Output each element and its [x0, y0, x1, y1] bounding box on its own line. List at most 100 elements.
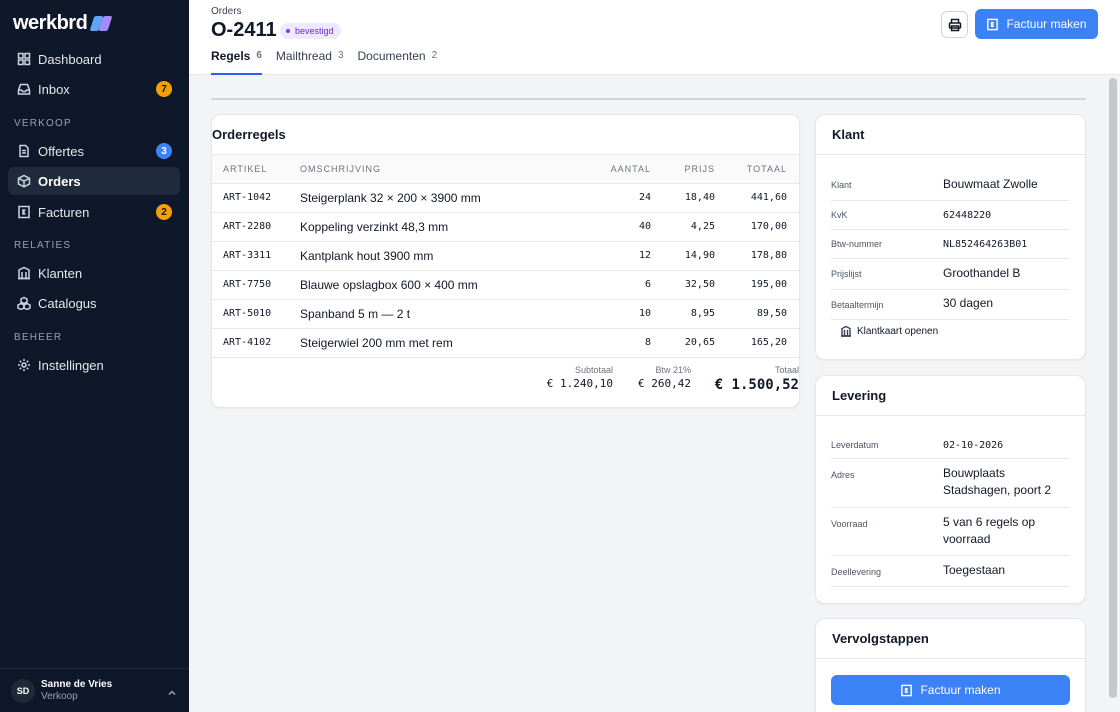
page-title: O-2411: [211, 19, 277, 41]
logo-text: werkbrd: [13, 12, 88, 34]
tab-label: Mailthread: [275, 49, 332, 63]
create-invoice-button[interactable]: Factuur maken: [975, 9, 1098, 39]
column-header-aantal[interactable]: AANTAL: [561, 155, 651, 184]
field-deellevering: Deellevering Toegestaan: [831, 556, 1069, 587]
order-totals: Subtotaal € 1.240,10 Btw 21% € 260,42 To…: [533, 355, 799, 407]
cell-artikel: ART-7750: [212, 270, 300, 300]
table-row[interactable]: ART-5010 Spanband 5 m — 2 t 10 8,95 89,5…: [212, 299, 799, 329]
field-value: 02-10-2026: [943, 440, 1004, 451]
logo[interactable]: werkbrd: [13, 12, 113, 35]
breadcrumb[interactable]: Orders: [211, 6, 242, 17]
cell-totaal: 178,80: [715, 241, 799, 271]
tab-bar: Regels 6 Mailthread 3 Documenten 2: [211, 49, 437, 75]
field-btw-nummer: Btw-nummer NL852464263B01: [831, 230, 1069, 259]
levering-title: Levering: [816, 376, 1085, 416]
subtotal-value: € 1.240,10: [546, 377, 613, 390]
invoice-icon: [986, 18, 999, 31]
cell-artikel: ART-1042: [212, 183, 300, 213]
sidebar-item-instellingen[interactable]: Instellingen: [8, 351, 180, 379]
open-customer-card-button[interactable]: Klantkaart openen: [840, 325, 938, 337]
sidebar-item-dashboard[interactable]: Dashboard: [8, 45, 180, 73]
section-label-relaties: RELATIES: [14, 240, 72, 251]
column-header-totaal[interactable]: TOTAAL: [715, 155, 799, 184]
field-kvk: KvK 62448220: [831, 201, 1069, 230]
user-menu[interactable]: SD Sanne de Vries Verkoop: [0, 668, 189, 712]
chevron-up-icon[interactable]: [167, 685, 177, 696]
table-row[interactable]: ART-4102 Steigerwiel 200 mm met rem 8 20…: [212, 328, 799, 358]
table-row[interactable]: ART-1042 Steigerplank 32 × 200 × 3900 mm…: [212, 183, 799, 213]
grid-icon: [17, 52, 31, 66]
vat-label: Btw 21%: [655, 365, 691, 375]
cell-omschrijving: Steigerplank 32 × 200 × 3900 mm: [300, 183, 561, 213]
table-row[interactable]: ART-3311 Kantplank hout 3900 mm 12 14,90…: [212, 241, 799, 271]
field-klant: Klant Bouwmaat Zwolle: [831, 170, 1069, 201]
grand-total-block: Totaal € 1.500,52: [713, 355, 799, 407]
cell-totaal: 170,00: [715, 212, 799, 242]
order-lines-table: ARTIKEL OMSCHRIJVING AANTAL PRIJS TOTAAL…: [212, 155, 799, 358]
tab-count: 2: [431, 50, 438, 61]
status-label: bevestigd: [295, 26, 334, 36]
vervolgstappen-card: Vervolgstappen Factuur maken: [815, 618, 1086, 712]
cell-omschrijving: Steigerwiel 200 mm met rem: [300, 328, 561, 358]
sidebar-item-inbox[interactable]: Inbox 7: [8, 75, 180, 103]
cell-aantal: 8: [561, 328, 651, 358]
column-header-omschrijving[interactable]: OMSCHRIJVING: [300, 155, 561, 184]
cell-totaal: 195,00: [715, 270, 799, 300]
field-key: Adres: [831, 470, 855, 480]
klant-card: Klant Klant Bouwmaat Zwolle KvK 62448220…: [815, 114, 1086, 360]
next-step-invoice-label: Factuur maken: [920, 683, 1001, 697]
building-icon: [17, 266, 31, 280]
sidebar-item-orders[interactable]: Orders: [8, 167, 180, 195]
facturen-count-badge: 2: [156, 204, 172, 220]
sidebar-item-facturen[interactable]: Facturen 2: [8, 198, 180, 226]
cell-prijs: 20,65: [651, 328, 715, 358]
tab-regels[interactable]: Regels 6: [211, 49, 262, 75]
field-value: 5 van 6 regels op voorraad: [943, 515, 1036, 546]
create-invoice-label: Factuur maken: [1006, 17, 1087, 31]
vat-block: Btw 21% € 260,42: [627, 355, 691, 407]
column-header-artikel[interactable]: ARTIKEL: [212, 155, 300, 184]
tab-label: Documenten: [357, 49, 426, 63]
sidebar-item-klanten[interactable]: Klanten: [8, 259, 180, 287]
field-betaaltermijn: Betaaltermijn 30 dagen: [831, 290, 1069, 320]
box-icon: [17, 174, 31, 188]
orderregels-card: Orderregels ARTIKEL OMSCHRIJVING AANTAL …: [211, 114, 800, 408]
field-prijslijst: Prijslijst Groothandel B: [831, 259, 1069, 290]
cell-omschrijving: Koppeling verzinkt 48,3 mm: [300, 212, 561, 242]
field-value: Groothandel B: [943, 266, 1021, 280]
klant-title: Klant: [816, 115, 1085, 155]
table-header-row: ARTIKEL OMSCHRIJVING AANTAL PRIJS TOTAAL: [212, 155, 799, 184]
field-value[interactable]: Bouwmaat Zwolle: [943, 177, 1038, 191]
tab-mailthread[interactable]: Mailthread 3: [276, 49, 344, 75]
tab-label: Regels: [211, 49, 251, 63]
sidebar-item-label: Inbox: [38, 81, 70, 97]
status-dot-icon: [286, 29, 290, 33]
building-icon: [840, 325, 852, 337]
content-scrollbar[interactable]: [1106, 75, 1120, 712]
sidebar-item-catalogus[interactable]: Catalogus: [8, 289, 180, 317]
cell-aantal: 12: [561, 241, 651, 271]
card-title: Orderregels: [212, 115, 799, 155]
cell-prijs: 14,90: [651, 241, 715, 271]
vervolgstappen-title: Vervolgstappen: [816, 619, 1085, 659]
print-button[interactable]: [941, 11, 968, 38]
sidebar-item-offertes[interactable]: Offertes 3: [8, 137, 180, 165]
field-value: 62448220: [943, 210, 992, 221]
table-row[interactable]: ART-2280 Koppeling verzinkt 48,3 mm 40 4…: [212, 212, 799, 242]
inbox-icon: [17, 82, 31, 96]
scrollbar-thumb[interactable]: [1109, 78, 1117, 698]
sidebar-item-label: Offertes: [38, 143, 85, 159]
column-header-prijs[interactable]: PRIJS: [651, 155, 715, 184]
cell-prijs: 18,40: [651, 183, 715, 213]
field-value: Bouwplaats Stadshagen, poort 2: [943, 466, 1052, 497]
sidebar-item-label: Dashboard: [38, 51, 102, 67]
sidebar-item-label: Catalogus: [38, 295, 97, 311]
next-step-invoice-button[interactable]: Factuur maken: [831, 675, 1070, 705]
cell-artikel: ART-3311: [212, 241, 300, 271]
subtotal-block: Subtotaal € 1.240,10: [533, 355, 613, 407]
tab-documenten[interactable]: Documenten 2: [358, 49, 438, 75]
table-row[interactable]: ART-7750 Blauwe opslagbox 600 × 400 mm 6…: [212, 270, 799, 300]
field-key: Voorraad: [831, 519, 868, 529]
cell-totaal: 89,50: [715, 299, 799, 329]
field-value: 30 dagen: [943, 296, 994, 310]
